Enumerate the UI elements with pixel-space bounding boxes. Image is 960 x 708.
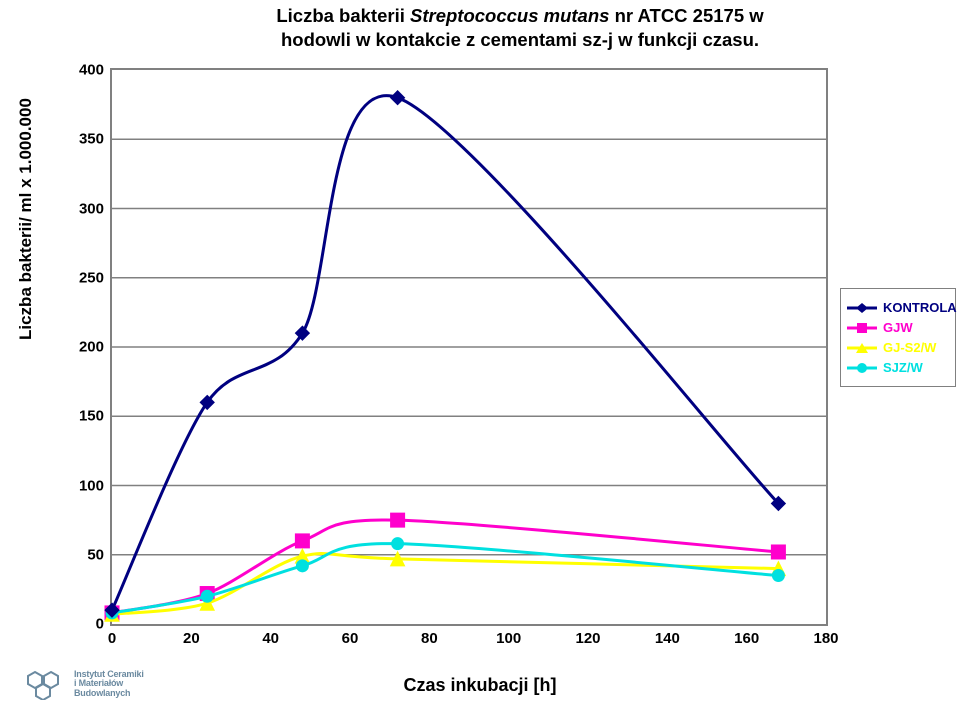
legend-swatch	[847, 301, 877, 315]
plot-area	[110, 68, 828, 626]
y-tick-label: 350	[64, 131, 104, 148]
legend-swatch	[847, 361, 877, 375]
title-line1-pre: Liczba bakterii	[276, 5, 410, 26]
title-line1-post: nr ATCC 25175 w	[609, 5, 763, 26]
y-tick-label: 50	[64, 546, 104, 563]
y-tick-label: 300	[64, 200, 104, 217]
plot-svg	[112, 70, 826, 624]
logo-line3: Budowlanych	[74, 689, 144, 698]
legend: KONTROLA GJW GJ-S2/W SJZ/W	[840, 288, 956, 387]
logo-text: Instytut Ceramiki i Materiałów Budowlany…	[74, 670, 144, 698]
legend-row-sjzw: SJZ/W	[847, 360, 949, 375]
y-tick-label: 250	[64, 269, 104, 286]
y-tick-label: 100	[64, 477, 104, 494]
legend-label: GJ-S2/W	[883, 340, 936, 355]
legend-label: SJZ/W	[883, 360, 923, 375]
legend-swatch	[847, 341, 877, 355]
x-tick-label: 0	[92, 630, 132, 647]
y-axis-label: Liczba bakterii/ ml x 1.000.000	[16, 98, 36, 340]
institute-logo: Instytut Ceramiki i Materiałów Budowlany…	[24, 668, 144, 700]
title-line1-italic: Streptococcus mutans	[410, 5, 609, 26]
title-line2: hodowli w kontakcie z cementami sz-j w f…	[281, 29, 759, 50]
logo-icon	[24, 668, 66, 700]
legend-label: GJW	[883, 320, 913, 335]
x-tick-label: 40	[251, 630, 291, 647]
legend-swatch	[847, 321, 877, 335]
x-tick-label: 120	[568, 630, 608, 647]
chart-title: Liczba bakterii Streptococcus mutans nr …	[120, 4, 920, 52]
y-tick-label: 150	[64, 408, 104, 425]
x-tick-label: 20	[171, 630, 211, 647]
legend-row-kontrola: KONTROLA	[847, 300, 949, 315]
x-tick-label: 180	[806, 630, 846, 647]
legend-row-gjw: GJW	[847, 320, 949, 335]
legend-row-gjs2w: GJ-S2/W	[847, 340, 949, 355]
x-axis-label: Czas inkubacji [h]	[0, 675, 960, 696]
x-tick-label: 160	[727, 630, 767, 647]
page: Liczba bakterii Streptococcus mutans nr …	[0, 0, 960, 708]
x-tick-label: 100	[489, 630, 529, 647]
y-tick-label: 200	[64, 339, 104, 356]
x-tick-label: 140	[647, 630, 687, 647]
x-tick-label: 80	[409, 630, 449, 647]
y-tick-label: 400	[64, 62, 104, 79]
legend-label: KONTROLA	[883, 300, 957, 315]
x-tick-label: 60	[330, 630, 370, 647]
